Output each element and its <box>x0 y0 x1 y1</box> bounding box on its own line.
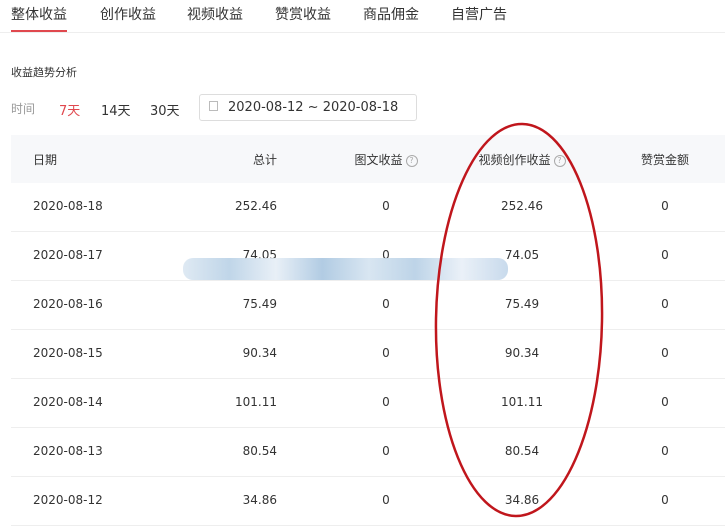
tab-overall-income[interactable]: 整体收益 <box>11 4 67 32</box>
cell-video-income: 34.86 <box>504 493 540 507</box>
cell-article-income: 0 <box>382 199 390 213</box>
cell-article-income: 0 <box>382 395 390 409</box>
cell-article-income: 0 <box>382 346 390 360</box>
date-range-value: 2020-08-12 ~ 2020-08-18 <box>228 100 399 115</box>
cell-reward-amount: 0 <box>661 346 669 360</box>
cell-video-income: 101.11 <box>501 395 543 409</box>
header-total: 总计 <box>252 153 277 167</box>
table-header: 日期 总计 图文收益? 视频创作收益? 赞赏金额 <box>11 135 725 183</box>
cell-reward-amount: 0 <box>661 444 669 458</box>
header-reward-amount: 赞赏金额 <box>640 153 689 167</box>
tab-creation-income[interactable]: 创作收益 <box>100 7 156 23</box>
header-article-income-label: 图文收益 <box>354 153 403 167</box>
header-video-income: 视频创作收益? <box>477 151 567 168</box>
cell-article-income: 0 <box>382 444 390 458</box>
cell-date: 2020-08-15 <box>33 346 103 360</box>
section-title: 收益趋势分析 <box>11 66 77 79</box>
table-row: 2020-08-18 252.46 0 252.46 0 <box>11 183 725 232</box>
tab-self-ads[interactable]: 自营广告 <box>451 7 507 23</box>
cell-total: 90.34 <box>242 346 277 360</box>
tab-bar: 整体收益 创作收益 视频收益 赞赏收益 商品佣金 自营广告 <box>0 0 725 33</box>
cell-reward-amount: 0 <box>661 248 669 262</box>
cell-date: 2020-08-13 <box>33 444 103 458</box>
cell-date: 2020-08-16 <box>33 297 103 311</box>
cell-reward-amount: 0 <box>661 395 669 409</box>
cell-article-income: 0 <box>382 248 390 262</box>
cell-video-income: 75.49 <box>504 297 540 311</box>
blurred-watermark <box>183 258 508 280</box>
table-row: 2020-08-14 101.11 0 101.11 0 <box>11 379 725 428</box>
cell-article-income: 0 <box>382 493 390 507</box>
cell-total: 34.86 <box>242 493 277 507</box>
cell-total: 252.46 <box>235 199 277 213</box>
tab-commission[interactable]: 商品佣金 <box>363 7 419 23</box>
table-row: 2020-08-13 80.54 0 80.54 0 <box>11 428 725 477</box>
table-row: 2020-08-15 90.34 0 90.34 0 <box>11 330 725 379</box>
cell-date: 2020-08-17 <box>33 248 103 262</box>
header-video-income-label: 视频创作收益 <box>478 153 551 167</box>
tab-reward-income[interactable]: 赞赏收益 <box>275 7 331 23</box>
cell-total: 75.49 <box>242 297 277 311</box>
cell-date: 2020-08-14 <box>33 395 103 409</box>
cell-article-income: 0 <box>382 297 390 311</box>
cell-video-income: 80.54 <box>504 444 540 458</box>
cell-reward-amount: 0 <box>661 297 669 311</box>
calendar-icon <box>209 101 218 111</box>
range-7-days[interactable]: 7天 <box>59 104 81 119</box>
tab-video-income[interactable]: 视频收益 <box>187 7 243 23</box>
header-article-income: 图文收益? <box>351 151 421 168</box>
range-30-days[interactable]: 30天 <box>150 104 180 119</box>
range-14-days[interactable]: 14天 <box>101 104 131 119</box>
cell-date: 2020-08-18 <box>33 199 103 213</box>
help-icon[interactable]: ? <box>405 155 418 167</box>
date-range-picker[interactable]: 2020-08-12 ~ 2020-08-18 <box>199 94 417 121</box>
table-row: 2020-08-16 75.49 0 75.49 0 <box>11 281 725 330</box>
help-icon[interactable]: ? <box>553 155 566 167</box>
cell-reward-amount: 0 <box>661 199 669 213</box>
table-row: 2020-08-12 34.86 0 34.86 0 <box>11 477 725 526</box>
cell-date: 2020-08-12 <box>33 493 103 507</box>
cell-total: 80.54 <box>242 444 277 458</box>
time-label: 时间 <box>11 102 36 116</box>
cell-video-income: 252.46 <box>501 199 543 213</box>
header-date: 日期 <box>33 153 58 167</box>
cell-total: 101.11 <box>235 395 277 409</box>
cell-video-income: 90.34 <box>504 346 540 360</box>
cell-reward-amount: 0 <box>661 493 669 507</box>
